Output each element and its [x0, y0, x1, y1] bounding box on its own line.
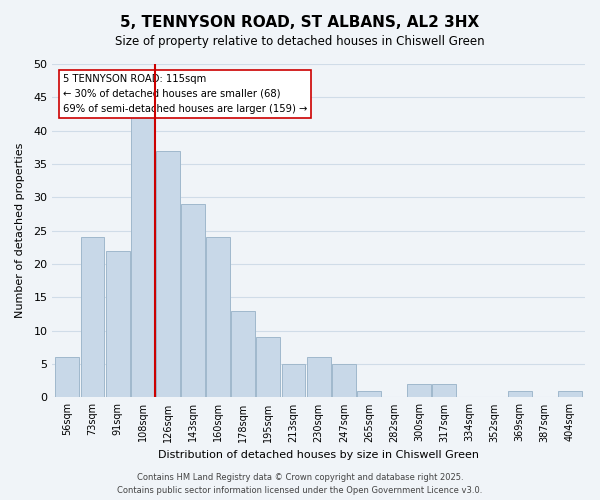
Bar: [558, 391, 582, 398]
Text: Size of property relative to detached houses in Chiswell Green: Size of property relative to detached ho…: [115, 35, 485, 48]
Bar: [156, 150, 180, 398]
Bar: [357, 391, 381, 398]
Bar: [55, 358, 79, 398]
Bar: [232, 310, 255, 398]
Bar: [307, 358, 331, 398]
Bar: [433, 384, 456, 398]
Text: Contains HM Land Registry data © Crown copyright and database right 2025.
Contai: Contains HM Land Registry data © Crown c…: [118, 474, 482, 495]
Bar: [106, 250, 130, 398]
Y-axis label: Number of detached properties: Number of detached properties: [15, 143, 25, 318]
Bar: [256, 338, 280, 398]
X-axis label: Distribution of detached houses by size in Chiswell Green: Distribution of detached houses by size …: [158, 450, 479, 460]
Bar: [508, 391, 532, 398]
Text: 5, TENNYSON ROAD, ST ALBANS, AL2 3HX: 5, TENNYSON ROAD, ST ALBANS, AL2 3HX: [121, 15, 479, 30]
Bar: [332, 364, 356, 398]
Bar: [131, 118, 155, 398]
Bar: [407, 384, 431, 398]
Bar: [281, 364, 305, 398]
Bar: [206, 238, 230, 398]
Bar: [80, 238, 104, 398]
Bar: [181, 204, 205, 398]
Text: 5 TENNYSON ROAD: 115sqm
← 30% of detached houses are smaller (68)
69% of semi-de: 5 TENNYSON ROAD: 115sqm ← 30% of detache…: [63, 74, 307, 114]
